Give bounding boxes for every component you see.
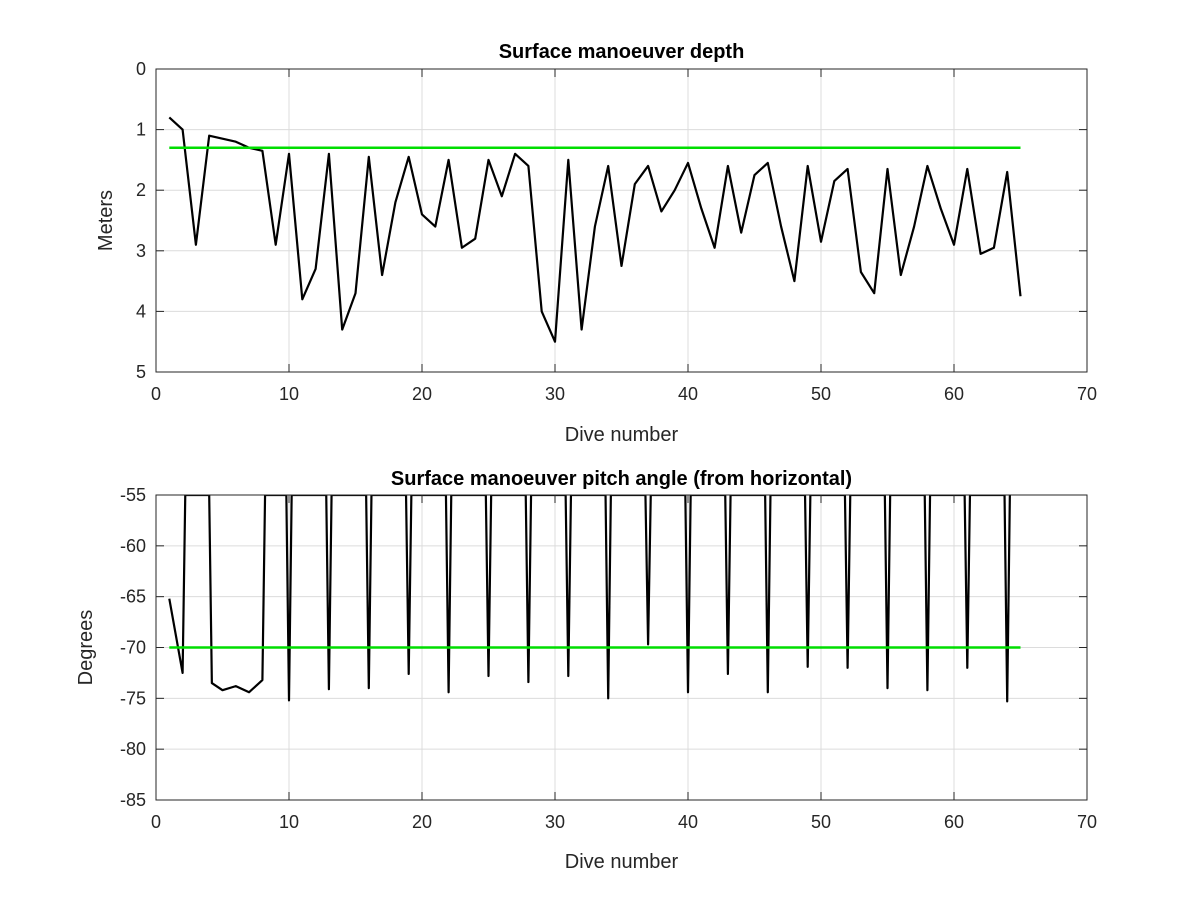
depth-y-tick-label: 1 [136, 120, 146, 140]
depth-y-tick-label: 0 [136, 59, 146, 79]
depth-x-tick-label: 60 [944, 384, 964, 404]
depth-x-tick-label: 30 [545, 384, 565, 404]
pitch-x-tick-label: 10 [279, 812, 299, 832]
pitch-x-tick-label: 60 [944, 812, 964, 832]
depth-x-axis-label: Dive number [565, 424, 679, 446]
pitch-y-tick-label: -55 [120, 485, 146, 505]
depth-chart-title: Surface manoeuver depth [499, 41, 745, 63]
pitch-y-tick-label: -70 [120, 638, 146, 658]
pitch-plot: 0 10 20 30 40 50 60 70 -55 -60 -65 -70 -75 -80 -85 Surf… [75, 468, 1097, 873]
pitch-x-axis-label: Dive number [565, 851, 679, 873]
pitch-y-tick-label: -85 [120, 790, 146, 810]
pitch-y-tick-label: -75 [120, 688, 146, 708]
depth-y-tick-label: 5 [136, 362, 146, 382]
pitch-x-tick-label: 0 [151, 812, 161, 832]
pitch-x-tick-label: 40 [678, 812, 698, 832]
pitch-y-axis-label: Degrees [75, 610, 97, 686]
depth-x-tick-label: 10 [279, 384, 299, 404]
pitch-x-tick-label: 30 [545, 812, 565, 832]
depth-y-tick-label: 4 [136, 301, 146, 321]
pitch-chart-title: Surface manoeuver pitch angle (from hori… [391, 468, 852, 490]
pitch-x-tick-label: 20 [412, 812, 432, 832]
depth-x-tick-label: 40 [678, 384, 698, 404]
pitch-y-tick-label: -60 [120, 536, 146, 556]
depth-y-axis-label: Meters [95, 190, 117, 251]
pitch-y-tick-label: -65 [120, 587, 146, 607]
depth-x-tick-label: 70 [1077, 384, 1097, 404]
depth-axes-box [155, 68, 1088, 373]
depth-x-tick-label: 20 [412, 384, 432, 404]
depth-data-line [168, 116, 1022, 343]
pitch-x-tick-label: 50 [811, 812, 831, 832]
depth-x-tick-label: 50 [811, 384, 831, 404]
depth-x-tick-label: 0 [151, 384, 161, 404]
pitch-y-tick-label: -80 [120, 739, 146, 759]
depth-plot: 0 10 20 30 40 50 60 70 0 1 2 3 4 5 Surface manoeuver d… [95, 41, 1097, 446]
depth-y-tick-label: 3 [136, 241, 146, 261]
depth-series-group [168, 116, 1022, 343]
pitch-data-line [168, 495, 1011, 703]
depth-plot-area [156, 69, 1087, 372]
depth-y-tick-label: 2 [136, 180, 146, 200]
pitch-x-tick-label: 70 [1077, 812, 1097, 832]
pitch-series-group [168, 495, 1021, 703]
